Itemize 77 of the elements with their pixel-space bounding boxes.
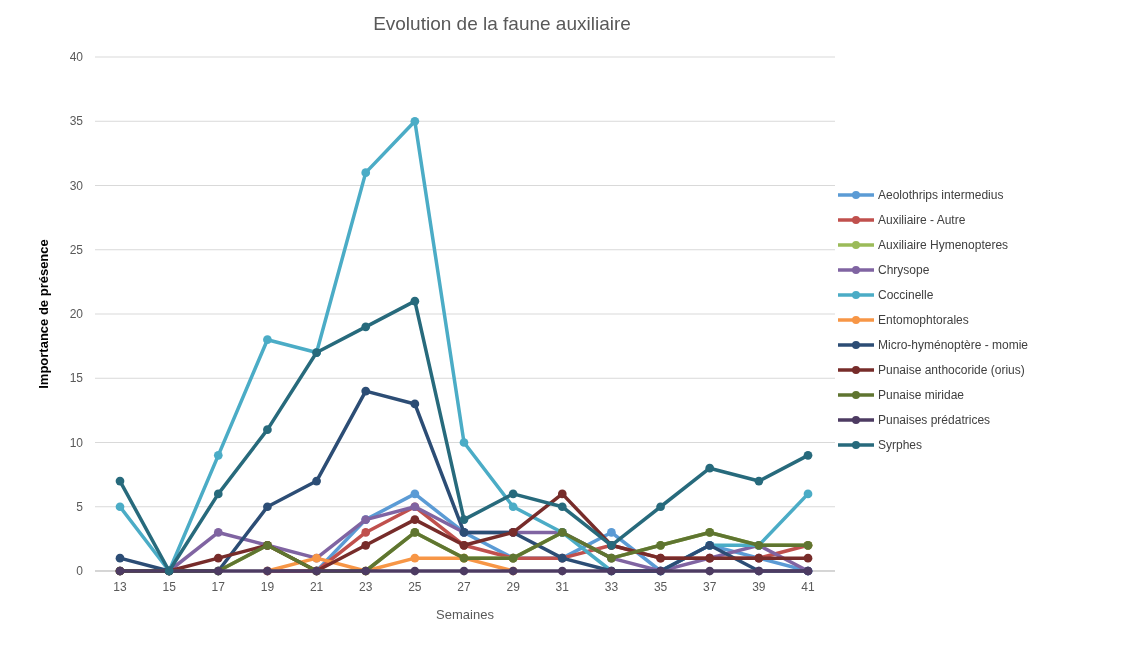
point bbox=[459, 515, 469, 524]
legend-label: Coccinelle bbox=[878, 288, 934, 302]
x-axis-title: Semaines bbox=[436, 607, 495, 622]
point bbox=[213, 528, 223, 537]
chart-title: Evolution de la faune auxiliaire bbox=[373, 13, 631, 34]
y-tick-label: 20 bbox=[69, 307, 84, 321]
point bbox=[263, 502, 272, 512]
point bbox=[361, 540, 371, 550]
x-tick-label: 21 bbox=[309, 580, 324, 594]
point bbox=[263, 425, 272, 435]
point bbox=[115, 502, 125, 512]
legend-label: Punaise miridae bbox=[878, 388, 965, 402]
y-tick-label: 40 bbox=[69, 50, 84, 64]
x-tick-label: 27 bbox=[457, 580, 471, 594]
point bbox=[705, 566, 715, 576]
point bbox=[213, 553, 223, 563]
point bbox=[115, 553, 125, 563]
point bbox=[361, 528, 371, 537]
point bbox=[410, 296, 420, 306]
point bbox=[410, 515, 420, 524]
point bbox=[410, 399, 420, 409]
x-tick-label: 15 bbox=[162, 580, 177, 594]
x-tick-label: 35 bbox=[653, 580, 668, 594]
x-tick-label: 17 bbox=[211, 580, 226, 594]
x-tick-label: 29 bbox=[506, 580, 521, 594]
point bbox=[459, 566, 469, 576]
point bbox=[410, 489, 420, 499]
point bbox=[213, 450, 223, 460]
x-tick-label: 37 bbox=[703, 580, 717, 594]
point bbox=[705, 463, 715, 473]
point bbox=[607, 528, 616, 537]
point bbox=[754, 476, 764, 486]
legend-label: Aeolothrips intermedius bbox=[878, 188, 1004, 202]
legend-label: Micro-hyménoptère - momie bbox=[878, 338, 1029, 352]
legend-label: Entomophtorales bbox=[878, 313, 969, 327]
point bbox=[410, 553, 420, 563]
y-tick-label: 5 bbox=[76, 499, 84, 514]
point bbox=[508, 502, 518, 512]
point bbox=[557, 566, 567, 576]
legend-label: Auxiliaire - Autre bbox=[878, 213, 966, 227]
point bbox=[361, 386, 371, 396]
point bbox=[557, 502, 567, 512]
point bbox=[459, 438, 469, 447]
y-tick-label: 30 bbox=[69, 178, 84, 193]
point bbox=[410, 566, 420, 576]
point bbox=[361, 168, 371, 178]
x-tick-label: 23 bbox=[359, 580, 373, 594]
point bbox=[508, 489, 518, 499]
y-tick-label: 10 bbox=[69, 435, 84, 450]
y-tick-label: 0 bbox=[76, 564, 84, 578]
y-axis-title: Importance de présence bbox=[36, 239, 51, 389]
legend-label: Chrysope bbox=[878, 263, 930, 277]
x-tick-label: 33 bbox=[604, 580, 619, 594]
point bbox=[263, 335, 272, 345]
x-tick-label: 31 bbox=[555, 580, 570, 594]
y-tick-label: 35 bbox=[69, 114, 84, 129]
x-tick-label: 19 bbox=[260, 580, 275, 594]
y-tick-label: 15 bbox=[69, 371, 84, 386]
point bbox=[410, 116, 420, 126]
point bbox=[656, 502, 665, 512]
point bbox=[803, 553, 813, 563]
point bbox=[803, 450, 813, 460]
legend-label: Punaises prédatrices bbox=[878, 413, 991, 427]
legend-label: Auxiliaire Hymenopteres bbox=[878, 238, 1009, 252]
point bbox=[213, 489, 223, 499]
point bbox=[803, 489, 813, 499]
point bbox=[557, 489, 567, 499]
x-tick-label: 39 bbox=[752, 580, 766, 594]
legend-label: Syrphes bbox=[878, 438, 923, 452]
legend-label: Punaise anthocoride (orius) bbox=[878, 363, 1025, 377]
point bbox=[312, 476, 321, 486]
point bbox=[361, 322, 371, 332]
y-tick-label: 25 bbox=[69, 242, 84, 257]
x-tick-label: 25 bbox=[408, 580, 422, 594]
point bbox=[115, 476, 125, 486]
x-tick-label: 41 bbox=[801, 580, 815, 594]
x-tick-label: 13 bbox=[113, 580, 127, 594]
